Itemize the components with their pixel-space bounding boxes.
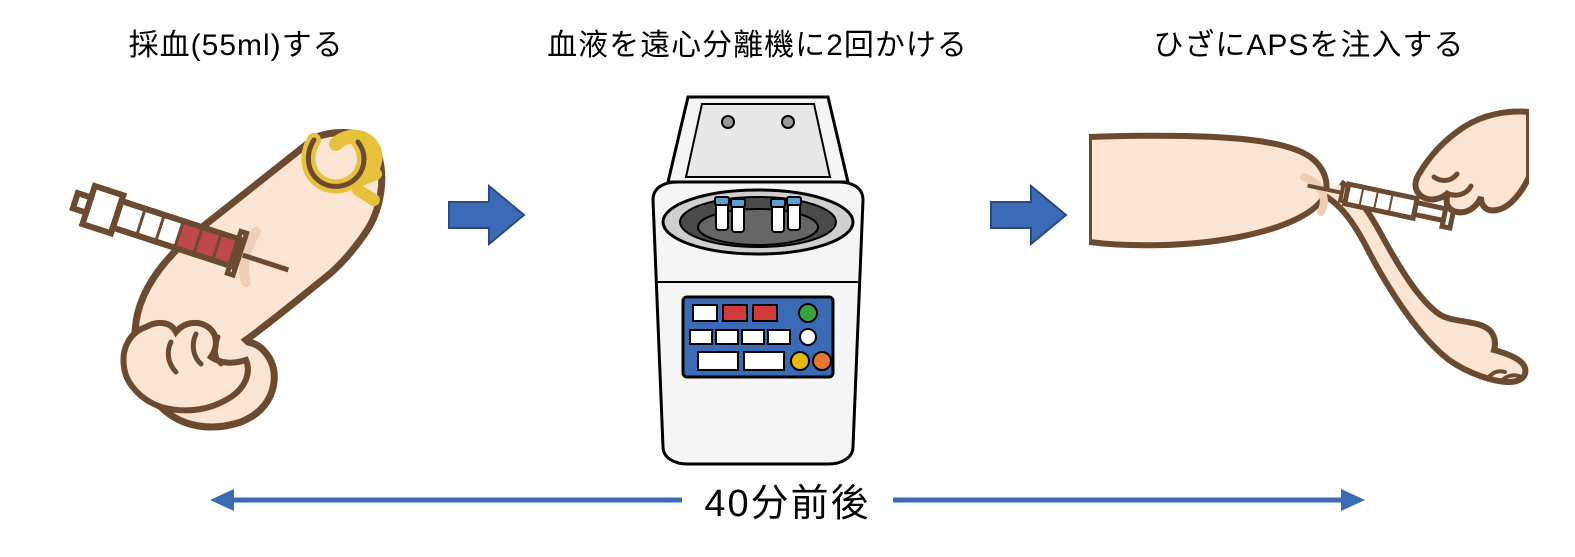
knee-injection-icon xyxy=(1089,82,1529,412)
step-3: ひざにAPSを注入する xyxy=(1089,20,1529,412)
flow-arrow-icon xyxy=(986,180,1071,255)
span-arrow-right-icon xyxy=(891,485,1371,515)
step-1: 採血(55ml)する xyxy=(46,20,426,442)
diagram-root: 採血(55ml)する xyxy=(0,0,1575,557)
duration-row: 40分前後 xyxy=(0,472,1575,527)
step-1-title: 採血(55ml)する xyxy=(129,20,344,64)
flow-arrow-icon xyxy=(444,180,529,255)
centrifuge-icon xyxy=(608,82,908,472)
span-arrow-left-icon xyxy=(204,485,684,515)
step-3-title: ひざにAPSを注入する xyxy=(1153,20,1464,64)
steps-row: 採血(55ml)する xyxy=(0,0,1575,472)
step-2-title: 血液を遠心分離機に2回かける xyxy=(547,20,968,64)
duration-label: 40分前後 xyxy=(684,472,890,527)
blood-draw-icon xyxy=(46,82,426,442)
step-2: 血液を遠心分離機に2回かける xyxy=(547,20,968,472)
